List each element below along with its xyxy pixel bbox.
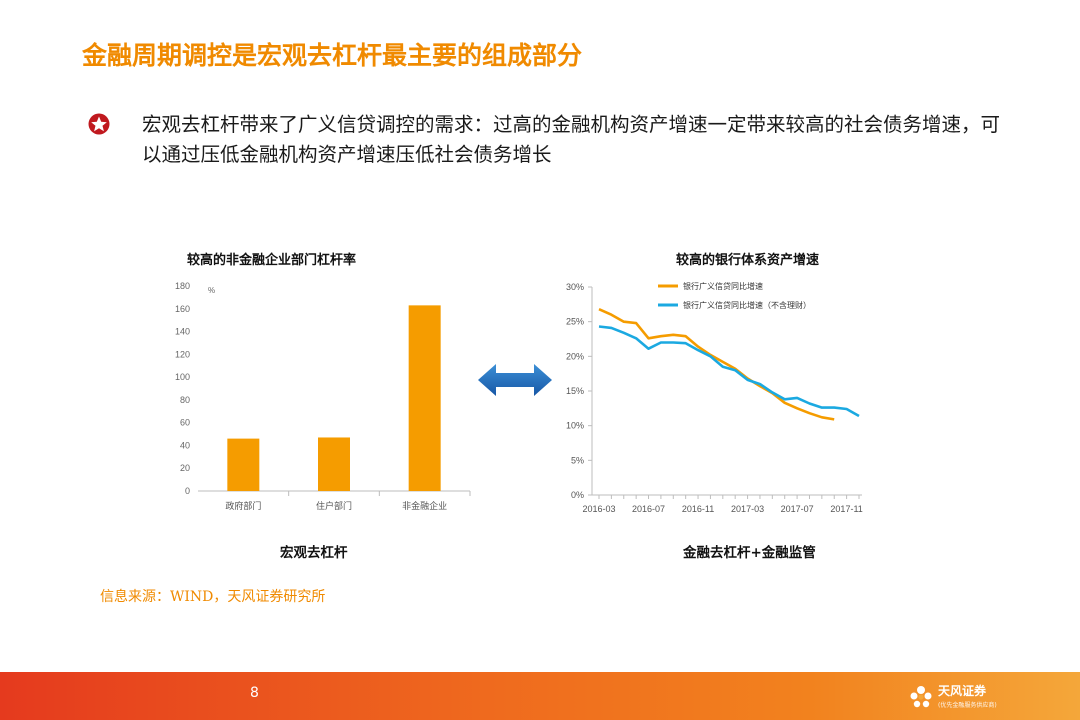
x-tick-label: 2017-07 (781, 504, 814, 514)
company-logo: 天风证券 (优先金融服务供应商) (908, 680, 1078, 716)
y-tick-label: 140 (175, 327, 190, 337)
x-tick-label: 2016-11 (682, 504, 714, 514)
y-tick-label: 5% (571, 455, 584, 465)
x-tick-label: 2016-07 (632, 504, 665, 514)
y-axis-unit: % (208, 286, 215, 295)
y-tick-label: 20% (566, 351, 584, 361)
y-tick-label: 80 (180, 395, 190, 405)
logo-text: 天风证券 (938, 684, 987, 698)
x-tick-label: 非金融企业 (402, 500, 447, 511)
y-tick-label: 30% (566, 282, 584, 292)
legend-label: 银行广义信贷同比增速 (683, 281, 763, 291)
y-tick-label: 180 (175, 281, 190, 291)
right-chart-title: 较高的银行体系资产增速 (676, 253, 820, 268)
left-chart-caption: 宏观去杠杆 (280, 545, 348, 561)
logo-flower-icon (910, 686, 932, 708)
y-tick-label: 25% (566, 317, 584, 327)
bar (227, 438, 260, 491)
source-note: 信息来源：WIND，天风证券研究所 (100, 589, 326, 605)
bar (408, 305, 441, 491)
series-line (598, 308, 835, 421)
slide-title: 金融周期调控是宏观去杠杆最主要的组成部分 (82, 41, 583, 70)
left-chart-title: 较高的非金融企业部门杠杆率 (187, 253, 357, 268)
x-tick-label: 政府部门 (225, 500, 261, 511)
x-tick-label: 2017-03 (731, 504, 764, 514)
logo-subtext: (优先金融服务供应商) (938, 702, 997, 709)
x-tick-label: 2016-03 (582, 504, 615, 514)
y-tick-label: 0 (185, 486, 190, 496)
y-tick-label: 60 (180, 418, 190, 428)
leverage-bar-chart: 0 20 40 60 80 100 120 140 160 180 % 政府部门 住户部门 非金融企业 (175, 281, 471, 511)
y-tick-label: 160 (175, 304, 190, 314)
bank-asset-growth-chart: 0% 5% 10% 15% 20% 25% 30% 2016-03 2016-07 2016-11… (566, 281, 863, 514)
bullet-star-icon (88, 113, 110, 135)
y-tick-label: 15% (566, 386, 584, 396)
y-tick-label: 100 (175, 372, 190, 382)
legend-label: 银行广义信贷同比增速（不含理财） (683, 300, 811, 310)
x-tick-label: 2017-11 (830, 504, 862, 514)
y-tick-label: 120 (175, 349, 190, 359)
bullet-text: 宏观去杠杆带来了广义信贷调控的需求：过高的金融机构资产增速一定带来较高的社会债务… (142, 113, 1001, 166)
right-chart-caption: 金融去杠杆+金融监管 (683, 545, 816, 561)
y-tick-label: 40 (180, 440, 190, 450)
y-tick-label: 10% (566, 421, 584, 431)
double-arrow-icon (478, 364, 552, 396)
x-tick-label: 住户部门 (316, 500, 352, 511)
y-tick-label: 20 (180, 463, 190, 473)
bar (318, 437, 350, 491)
page-number: 8 (250, 685, 259, 701)
footer-bar (0, 672, 1080, 720)
series-line (598, 325, 860, 418)
y-tick-label: 0% (571, 490, 584, 500)
